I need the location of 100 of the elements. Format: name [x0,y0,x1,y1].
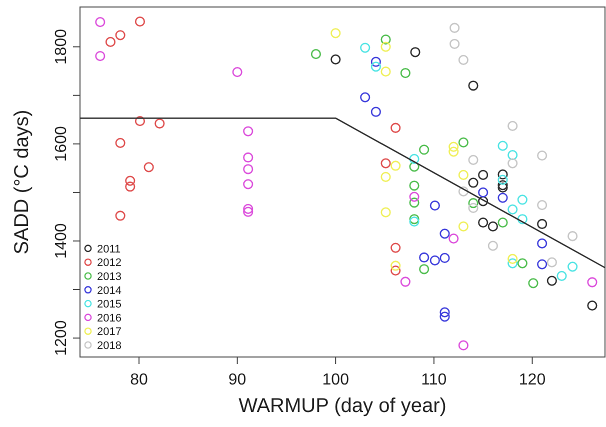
point [410,47,420,58]
point [468,202,478,214]
point [330,28,341,38]
point [390,260,401,271]
point [448,142,459,152]
point [243,206,254,217]
point [134,16,146,27]
point [508,204,518,214]
legend-label: 2014 [97,284,122,297]
point [448,146,459,157]
point [243,204,254,214]
point [105,36,116,48]
point [380,34,391,45]
y-tick-label: 1400 [53,223,70,259]
point [390,266,401,276]
point [537,150,548,161]
point [498,169,508,180]
point [232,66,242,78]
point [587,300,598,311]
point [508,258,518,268]
point [488,240,498,251]
point [390,122,401,133]
point [409,180,420,191]
point [458,170,468,180]
legend-label: 2011 [97,243,121,256]
x-tick-label: 110 [421,372,447,389]
x-tick-label: 120 [518,372,546,389]
point [125,182,136,192]
y-tick-label: 1800 [53,28,70,65]
point [478,187,488,198]
point [567,262,578,272]
point [508,150,518,160]
point [458,137,468,148]
point [567,231,578,242]
point [400,68,410,78]
point [587,277,598,288]
point [370,106,381,117]
point [556,270,567,281]
point [517,194,528,205]
point [440,228,450,239]
point [115,138,126,148]
point [546,257,557,268]
y-axis-title: SADD (°C days) [11,110,33,254]
point [95,16,106,28]
point [409,192,420,202]
point [134,116,146,126]
point [95,50,106,62]
point [537,200,548,210]
point [508,158,518,168]
point [546,276,557,286]
point [409,162,420,172]
point [380,172,391,182]
point [458,221,468,232]
point [468,178,478,188]
point [360,42,370,53]
point [243,126,254,136]
y-tick-label: 1200 [53,320,70,356]
point [440,252,450,264]
point [458,186,468,197]
point [430,255,440,266]
point [380,42,391,52]
point [409,214,420,224]
point [360,92,370,102]
point [508,254,518,264]
point [488,221,498,232]
point [458,340,468,350]
point [243,164,254,174]
legend-label: 2013 [97,271,122,283]
point [144,162,154,172]
point [537,218,548,230]
point [498,140,508,151]
point [468,198,478,208]
point [498,174,508,185]
legend-label: 2012 [97,257,122,270]
point [508,120,518,131]
legend-label: 2015 [97,298,122,311]
point [448,233,459,244]
point [419,252,430,263]
point [478,217,488,228]
point [468,80,478,91]
x-axis-title: WARMUP (day of year) [238,395,446,417]
point [537,238,548,248]
point [380,207,391,218]
point [409,154,420,164]
point [370,62,381,72]
point [370,56,381,67]
point [450,38,460,49]
point [440,312,450,322]
legend-label: 2016 [97,312,122,324]
point [498,182,508,193]
point [478,170,488,180]
point [310,49,322,60]
x-tick-label: 80 [130,372,148,389]
point [115,210,126,221]
point [115,30,126,40]
point [478,196,488,206]
point [517,258,528,268]
x-tick-label: 100 [322,372,350,389]
point [125,176,136,186]
x-tick-label: 90 [228,372,246,389]
